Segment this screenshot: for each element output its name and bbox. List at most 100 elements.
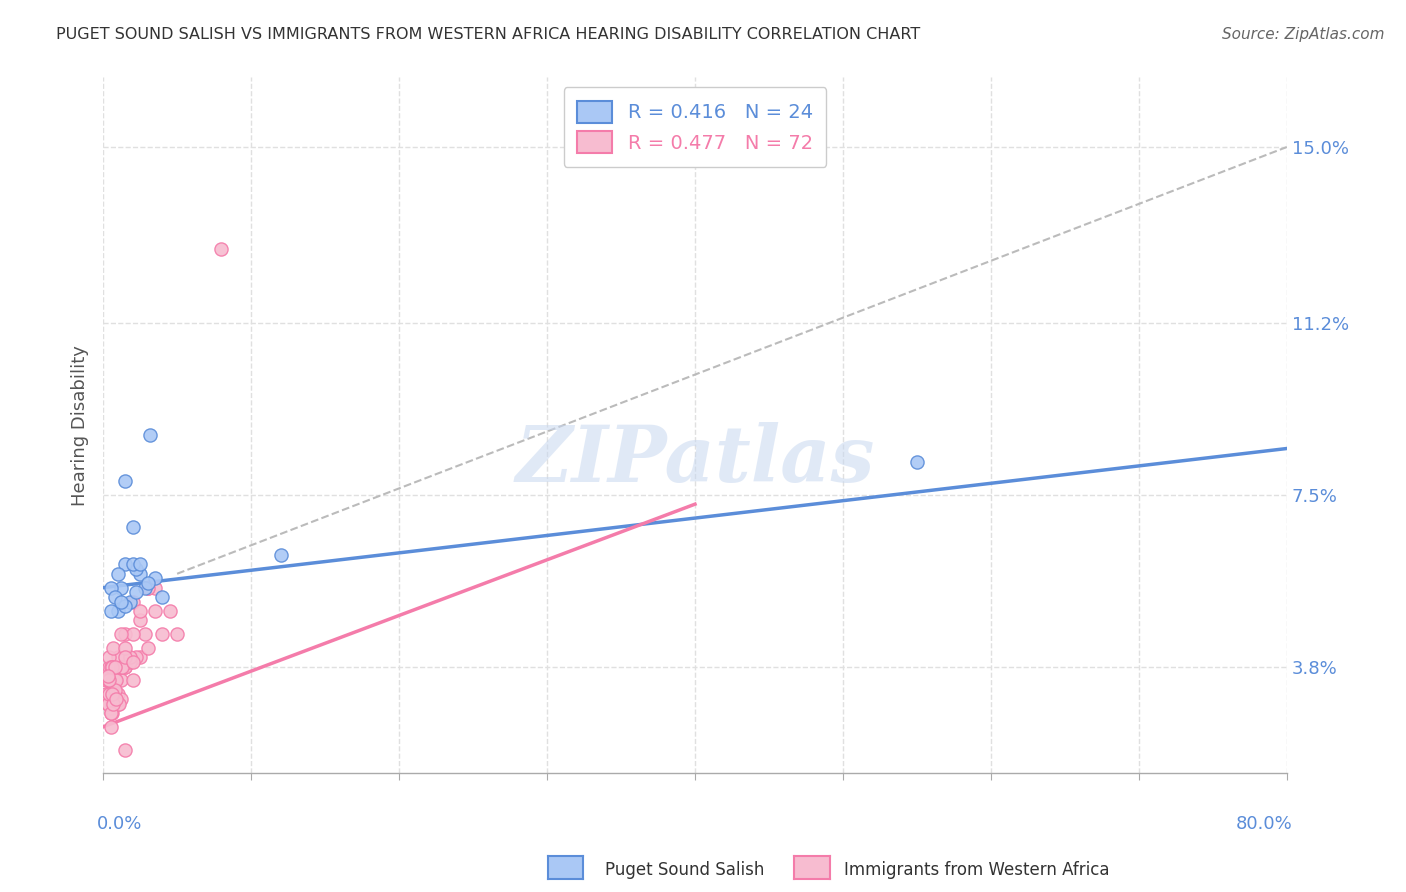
Point bbox=[107, 604, 129, 618]
Point bbox=[97, 687, 120, 701]
Point bbox=[100, 581, 122, 595]
Point bbox=[100, 659, 122, 673]
Y-axis label: Hearing Disability: Hearing Disability bbox=[72, 345, 89, 506]
Text: ZIPatlas: ZIPatlas bbox=[515, 422, 875, 499]
Point bbox=[100, 697, 122, 711]
Point bbox=[110, 581, 132, 595]
Point bbox=[97, 673, 120, 688]
Point bbox=[905, 455, 928, 469]
Point bbox=[100, 701, 122, 715]
Point bbox=[166, 627, 188, 641]
Point bbox=[121, 558, 143, 572]
Text: 0.0%: 0.0% bbox=[97, 815, 142, 833]
Point bbox=[103, 697, 125, 711]
Point bbox=[129, 604, 152, 618]
Point bbox=[143, 571, 166, 585]
Point bbox=[114, 743, 136, 757]
Point bbox=[129, 613, 152, 627]
Point bbox=[114, 650, 136, 665]
Point bbox=[104, 682, 127, 697]
Point bbox=[114, 659, 136, 673]
Point bbox=[110, 627, 132, 641]
Point bbox=[114, 474, 136, 488]
Point bbox=[103, 640, 125, 655]
Point bbox=[94, 687, 117, 701]
Point bbox=[121, 594, 143, 608]
Text: 80.0%: 80.0% bbox=[1236, 815, 1292, 833]
Point bbox=[100, 706, 122, 720]
Point bbox=[114, 627, 136, 641]
Point bbox=[100, 720, 122, 734]
Legend: R = 0.416   N = 24, R = 0.477   N = 72: R = 0.416 N = 24, R = 0.477 N = 72 bbox=[564, 87, 827, 167]
Point bbox=[114, 659, 136, 673]
Point bbox=[101, 659, 124, 673]
Point bbox=[125, 585, 148, 599]
Point bbox=[121, 655, 143, 669]
Point bbox=[101, 687, 124, 701]
Point bbox=[114, 599, 136, 614]
Point bbox=[103, 673, 125, 688]
Point bbox=[107, 687, 129, 701]
Point bbox=[118, 594, 141, 608]
Point bbox=[98, 673, 121, 688]
Point bbox=[110, 594, 132, 608]
Point bbox=[105, 692, 128, 706]
Point bbox=[101, 682, 124, 697]
Point bbox=[104, 659, 127, 673]
Point bbox=[121, 673, 143, 688]
Point bbox=[97, 669, 120, 683]
Point bbox=[104, 673, 127, 688]
Point bbox=[114, 558, 136, 572]
Point bbox=[134, 627, 156, 641]
Point bbox=[139, 427, 162, 442]
Point bbox=[104, 590, 127, 604]
Point bbox=[97, 697, 120, 711]
Point bbox=[98, 687, 121, 701]
Point bbox=[143, 581, 166, 595]
Point bbox=[104, 673, 127, 688]
Point bbox=[125, 650, 148, 665]
Point bbox=[110, 692, 132, 706]
Point bbox=[118, 655, 141, 669]
Point bbox=[94, 673, 117, 688]
Point bbox=[98, 650, 121, 665]
Point bbox=[100, 604, 122, 618]
Point bbox=[101, 697, 124, 711]
Point bbox=[136, 581, 159, 595]
Point bbox=[105, 673, 128, 688]
Point bbox=[134, 581, 156, 595]
Point bbox=[100, 706, 122, 720]
Point bbox=[150, 627, 173, 641]
Point bbox=[98, 659, 121, 673]
Point bbox=[107, 650, 129, 665]
Point bbox=[114, 640, 136, 655]
Point bbox=[125, 562, 148, 576]
Point bbox=[129, 566, 152, 581]
Point bbox=[129, 650, 152, 665]
Point bbox=[121, 627, 143, 641]
Text: Puget Sound Salish: Puget Sound Salish bbox=[605, 861, 763, 879]
Point bbox=[107, 566, 129, 581]
Point bbox=[110, 659, 132, 673]
Point bbox=[136, 640, 159, 655]
Point bbox=[101, 687, 124, 701]
Point bbox=[97, 697, 120, 711]
Point bbox=[98, 669, 121, 683]
Point bbox=[97, 687, 120, 701]
Point bbox=[104, 659, 127, 673]
Text: Immigrants from Western Africa: Immigrants from Western Africa bbox=[844, 861, 1109, 879]
Point bbox=[110, 673, 132, 688]
Point bbox=[121, 520, 143, 534]
Point bbox=[111, 659, 134, 673]
Point bbox=[107, 697, 129, 711]
Point bbox=[270, 548, 292, 562]
Point bbox=[108, 697, 131, 711]
Point bbox=[136, 581, 159, 595]
Point bbox=[118, 650, 141, 665]
Point bbox=[103, 673, 125, 688]
Text: PUGET SOUND SALISH VS IMMIGRANTS FROM WESTERN AFRICA HEARING DISABILITY CORRELAT: PUGET SOUND SALISH VS IMMIGRANTS FROM WE… bbox=[56, 27, 921, 42]
Point bbox=[143, 604, 166, 618]
Point bbox=[211, 242, 233, 256]
Point bbox=[136, 576, 159, 591]
Point bbox=[129, 558, 152, 572]
